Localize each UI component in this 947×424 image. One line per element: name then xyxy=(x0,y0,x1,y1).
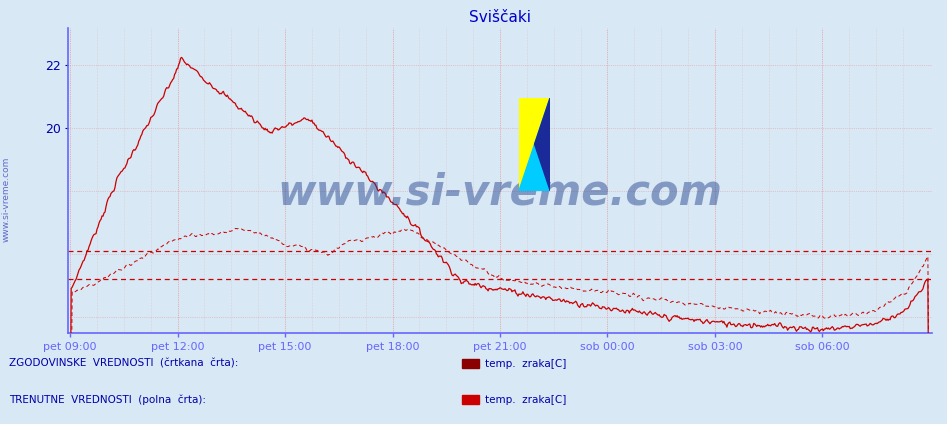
Title: Sviščaki: Sviščaki xyxy=(469,10,531,25)
Text: TRENUTNE  VREDNOSTI  (polna  črta):: TRENUTNE VREDNOSTI (polna črta): xyxy=(9,394,206,405)
Polygon shape xyxy=(519,98,550,191)
Text: www.si-vreme.com: www.si-vreme.com xyxy=(1,156,10,242)
Polygon shape xyxy=(519,98,550,191)
Text: www.si-vreme.com: www.si-vreme.com xyxy=(277,171,723,213)
Text: ZGODOVINSKE  VREDNOSTI  (črtkana  črta):: ZGODOVINSKE VREDNOSTI (črtkana črta): xyxy=(9,359,239,369)
Polygon shape xyxy=(535,98,550,191)
Text: temp.  zraka[C]: temp. zraka[C] xyxy=(485,359,566,369)
Text: temp.  zraka[C]: temp. zraka[C] xyxy=(485,395,566,405)
